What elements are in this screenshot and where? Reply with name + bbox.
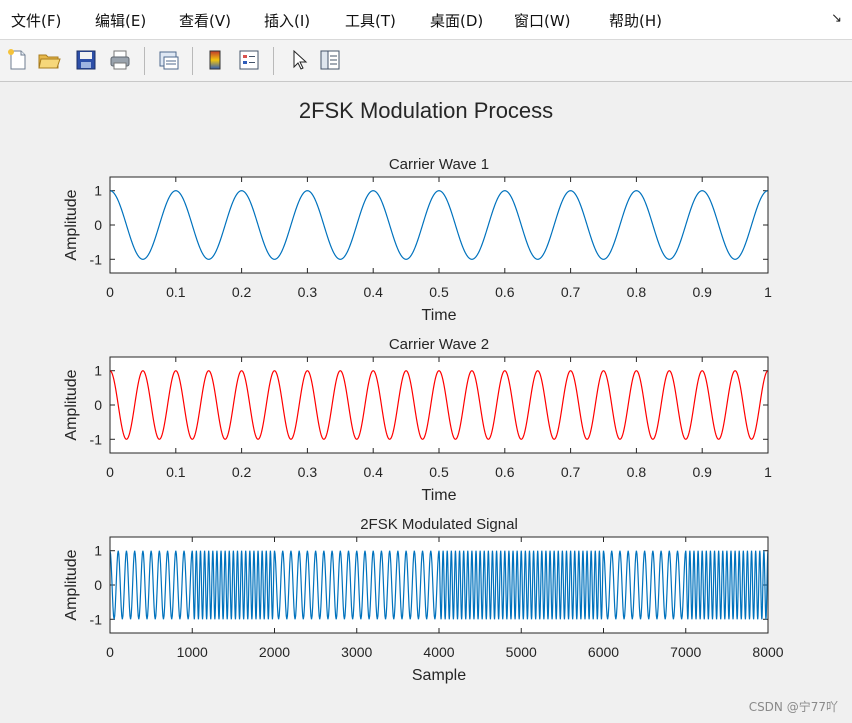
new-file-icon[interactable] [6,48,30,72]
y-tick-label: 0 [94,577,102,593]
axes-frame [109,536,769,634]
y-tick-label: 0 [94,217,102,233]
menu-window[interactable]: 窗口(W) [514,12,571,30]
x-tick-label: 0 [106,464,114,480]
x-axis-label: Time [422,487,457,504]
y-tick-label: 1 [94,363,102,379]
menu-edit[interactable]: 编辑(E) [95,12,147,30]
menu-bar: 文件(F) 编辑(E) 查看(V) 插入(I) 工具(T) 桌面(D) 窗口(W… [0,0,852,40]
x-tick-label: 0.1 [166,464,186,480]
axes-title: Carrier Wave 2 [389,336,489,353]
x-tick-label: 0.2 [232,284,252,300]
pointer-icon[interactable] [287,48,311,72]
y-axis-label: Amplitude [63,549,80,620]
x-tick-label: 0.8 [627,464,647,480]
x-tick-label: 1 [764,464,772,480]
y-tick-label: -1 [90,251,103,267]
x-tick-label: 0.8 [627,284,647,300]
y-axis-label: Amplitude [63,189,80,260]
menu-help[interactable]: 帮助(H) [609,12,662,30]
x-tick-label: 0.6 [495,464,515,480]
y-tick-label: 0 [94,397,102,413]
dock-arrow-icon[interactable]: ↘ [831,10,842,25]
save-icon[interactable] [74,48,98,72]
x-tick-label: 2000 [259,644,290,660]
x-tick-label: 1000 [177,644,208,660]
x-tick-label: 0.2 [232,464,252,480]
toolbar-separator [144,47,145,75]
series-line [109,370,769,440]
x-axis-label: Time [422,307,457,324]
axes-background [110,177,768,273]
toolbar-separator [273,47,274,75]
menu-desktop[interactable]: 桌面(D) [430,12,484,30]
x-tick-label: 3000 [341,644,372,660]
x-tick-label: 0.6 [495,284,515,300]
x-tick-label: 5000 [506,644,537,660]
x-tick-label: 8000 [752,644,783,660]
axes-title: 2FSK Modulated Signal [360,516,518,533]
watermark: CSDN @宁77吖 [748,700,838,714]
axes-frame [109,176,769,274]
y-tick-label: -1 [90,611,103,627]
x-tick-label: 4000 [423,644,454,660]
y-axis-label: Amplitude [63,369,80,440]
x-tick-label: 0.4 [363,284,383,300]
y-tick-label: 1 [94,183,102,199]
axes-title: Carrier Wave 1 [389,156,489,173]
toolbar [0,40,852,82]
legend-icon[interactable] [237,48,261,72]
plots-svg: Carrier Wave 1 0 0.1 0.2 0.3 0.4 0.5 0.6 0.7 0.8 0… [63,156,784,684]
x-tick-label: 0.3 [298,284,318,300]
figure-title: 2FSK Modulation Process [298,98,554,123]
x-tick-label: 1 [764,284,772,300]
print-icon[interactable] [108,48,132,72]
x-tick-label: 0 [106,284,114,300]
series-line [109,190,769,260]
y-tick-label: 1 [94,543,102,559]
x-tick-label: 0.3 [298,464,318,480]
x-tick-label: 0 [106,644,114,660]
x-tick-label: 0.7 [561,464,581,480]
x-tick-label: 0.5 [429,464,449,480]
x-tick-label: 0.5 [429,284,449,300]
menu-file[interactable]: 文件(F) [11,12,62,30]
x-axis-label: Sample [412,667,466,684]
axes-background [110,357,768,453]
series-line [109,550,769,620]
menu-view[interactable]: 查看(V) [179,12,231,30]
property-inspector-icon[interactable] [318,48,342,72]
axes-frame [109,356,769,454]
x-tick-label: 7000 [670,644,701,660]
y-tick-label: -1 [90,431,103,447]
x-tick-label: 0.4 [363,464,383,480]
toolbar-separator [192,47,193,75]
x-tick-label: 0.1 [166,284,186,300]
open-folder-icon[interactable] [37,48,61,72]
menu-tools[interactable]: 工具(T) [345,12,396,30]
x-tick-label: 6000 [588,644,619,660]
x-tick-label: 0.9 [692,464,712,480]
menu-insert[interactable]: 插入(I) [264,12,311,30]
print-preview-icon[interactable] [157,48,181,72]
x-tick-label: 0.7 [561,284,581,300]
figure-canvas: 2FSK Modulation Process Carrier Wave 1 0 0… [0,82,852,723]
x-tick-label: 0.9 [692,284,712,300]
colorbar-icon[interactable] [203,48,227,72]
